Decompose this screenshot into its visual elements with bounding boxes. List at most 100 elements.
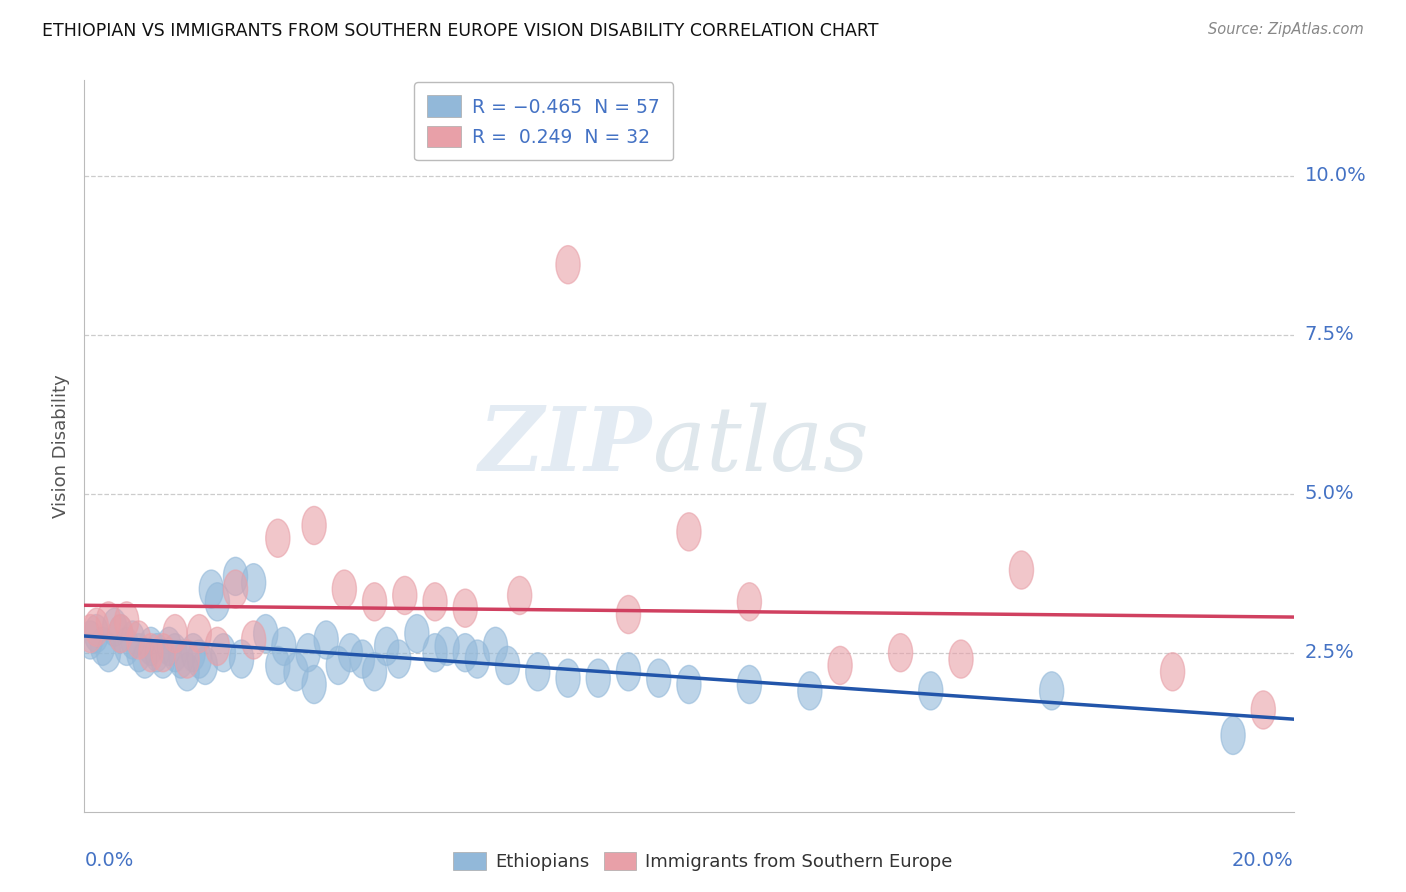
Ellipse shape (737, 665, 762, 704)
Ellipse shape (676, 665, 702, 704)
Ellipse shape (284, 653, 308, 691)
Ellipse shape (889, 633, 912, 672)
Ellipse shape (150, 633, 176, 672)
Ellipse shape (616, 596, 641, 633)
Legend: Ethiopians, Immigrants from Southern Europe: Ethiopians, Immigrants from Southern Eur… (446, 845, 960, 879)
Ellipse shape (676, 513, 702, 551)
Ellipse shape (949, 640, 973, 678)
Ellipse shape (423, 582, 447, 621)
Ellipse shape (405, 615, 429, 653)
Ellipse shape (150, 640, 176, 678)
Ellipse shape (115, 627, 139, 665)
Ellipse shape (211, 633, 236, 672)
Ellipse shape (266, 519, 290, 558)
Ellipse shape (1160, 653, 1185, 691)
Ellipse shape (187, 640, 211, 678)
Ellipse shape (363, 653, 387, 691)
Ellipse shape (314, 621, 339, 659)
Ellipse shape (224, 570, 247, 608)
Text: 20.0%: 20.0% (1232, 851, 1294, 870)
Ellipse shape (350, 640, 374, 678)
Ellipse shape (84, 615, 108, 653)
Ellipse shape (302, 507, 326, 545)
Ellipse shape (326, 647, 350, 684)
Text: 2.5%: 2.5% (1305, 643, 1354, 662)
Ellipse shape (453, 633, 478, 672)
Ellipse shape (387, 640, 411, 678)
Ellipse shape (139, 633, 163, 672)
Text: ETHIOPIAN VS IMMIGRANTS FROM SOUTHERN EUROPE VISION DISABILITY CORRELATION CHART: ETHIOPIAN VS IMMIGRANTS FROM SOUTHERN EU… (42, 22, 879, 40)
Ellipse shape (1251, 691, 1275, 729)
Ellipse shape (108, 615, 132, 653)
Ellipse shape (200, 570, 224, 608)
Text: atlas: atlas (652, 402, 869, 490)
Ellipse shape (97, 633, 121, 672)
Ellipse shape (121, 621, 145, 659)
Ellipse shape (163, 633, 187, 672)
Ellipse shape (84, 608, 108, 647)
Ellipse shape (127, 621, 150, 659)
Ellipse shape (163, 615, 187, 653)
Ellipse shape (332, 570, 357, 608)
Ellipse shape (90, 627, 115, 665)
Ellipse shape (169, 640, 193, 678)
Ellipse shape (302, 665, 326, 704)
Ellipse shape (266, 647, 290, 684)
Ellipse shape (1010, 551, 1033, 589)
Ellipse shape (586, 659, 610, 698)
Ellipse shape (616, 653, 641, 691)
Text: Source: ZipAtlas.com: Source: ZipAtlas.com (1208, 22, 1364, 37)
Ellipse shape (79, 615, 103, 653)
Ellipse shape (229, 640, 253, 678)
Ellipse shape (176, 640, 200, 678)
Ellipse shape (205, 582, 229, 621)
Ellipse shape (423, 633, 447, 672)
Ellipse shape (97, 602, 121, 640)
Y-axis label: Vision Disability: Vision Disability (52, 374, 70, 518)
Ellipse shape (647, 659, 671, 698)
Ellipse shape (555, 245, 581, 284)
Ellipse shape (127, 633, 150, 672)
Ellipse shape (139, 627, 163, 665)
Ellipse shape (434, 627, 460, 665)
Ellipse shape (187, 615, 211, 653)
Ellipse shape (1039, 672, 1064, 710)
Text: 0.0%: 0.0% (84, 851, 134, 870)
Text: 5.0%: 5.0% (1305, 484, 1354, 503)
Ellipse shape (79, 621, 103, 659)
Text: 7.5%: 7.5% (1305, 326, 1354, 344)
Ellipse shape (253, 615, 278, 653)
Ellipse shape (495, 647, 520, 684)
Ellipse shape (108, 615, 132, 653)
Ellipse shape (1220, 716, 1246, 755)
Ellipse shape (271, 627, 297, 665)
Ellipse shape (465, 640, 489, 678)
Ellipse shape (737, 582, 762, 621)
Ellipse shape (193, 647, 218, 684)
Ellipse shape (392, 576, 418, 615)
Ellipse shape (242, 621, 266, 659)
Ellipse shape (339, 633, 363, 672)
Ellipse shape (115, 602, 139, 640)
Ellipse shape (374, 627, 399, 665)
Ellipse shape (176, 653, 200, 691)
Ellipse shape (103, 608, 127, 647)
Ellipse shape (484, 627, 508, 665)
Ellipse shape (242, 564, 266, 602)
Ellipse shape (453, 589, 478, 627)
Ellipse shape (918, 672, 943, 710)
Ellipse shape (297, 633, 321, 672)
Ellipse shape (132, 640, 157, 678)
Ellipse shape (828, 647, 852, 684)
Ellipse shape (526, 653, 550, 691)
Text: ZIP: ZIP (479, 403, 652, 489)
Ellipse shape (555, 659, 581, 698)
Ellipse shape (797, 672, 823, 710)
Legend: R = −0.465  N = 57, R =  0.249  N = 32: R = −0.465 N = 57, R = 0.249 N = 32 (415, 82, 673, 161)
Ellipse shape (181, 633, 205, 672)
Ellipse shape (508, 576, 531, 615)
Ellipse shape (363, 582, 387, 621)
Ellipse shape (157, 627, 181, 665)
Ellipse shape (145, 633, 169, 672)
Text: 10.0%: 10.0% (1305, 166, 1367, 186)
